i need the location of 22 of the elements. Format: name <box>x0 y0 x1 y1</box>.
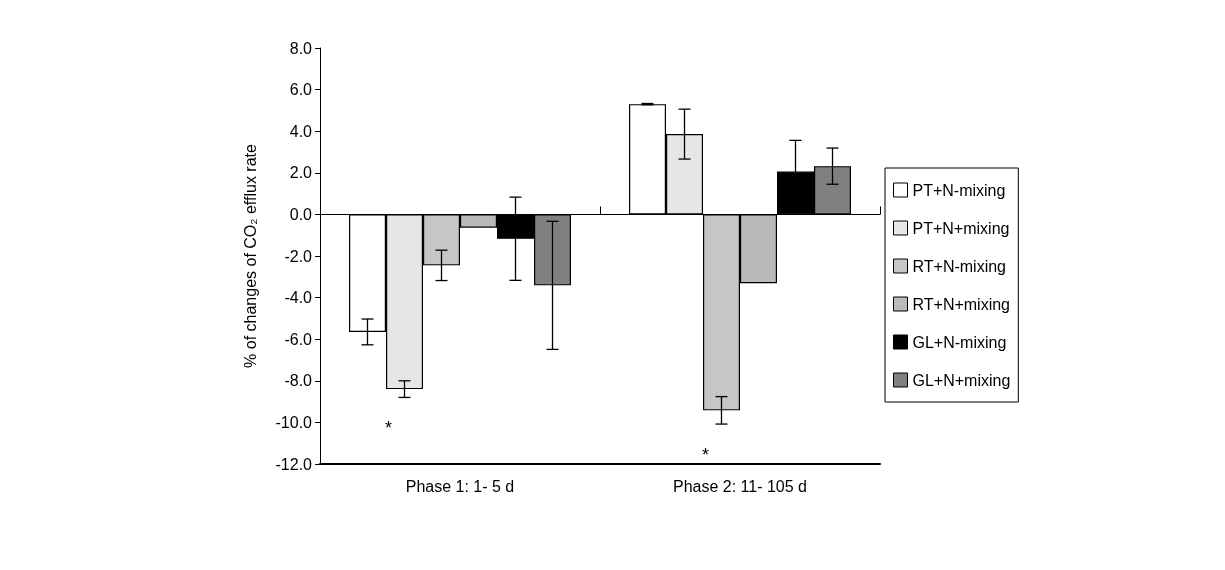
legend-label: PT+N+mixing <box>912 219 1010 237</box>
y-tick-label: 2.0 <box>289 164 313 182</box>
annotation: * <box>384 418 393 439</box>
legend-label: RT+N-mixing <box>912 257 1006 275</box>
legend-label: PT+N-mixing <box>912 181 1006 199</box>
legend-label: RT+N+mixing <box>912 295 1011 313</box>
legend-label: GL+N+mixing <box>912 371 1011 389</box>
y-tick-label: -12.0 <box>275 455 313 473</box>
y-axis-title: % of changes of CO₂ efflux rate <box>241 143 259 368</box>
y-tick-label: -4.0 <box>284 289 313 307</box>
legend-label: GL+N-mixing <box>912 333 1007 351</box>
y-tick-label: -8.0 <box>284 372 313 390</box>
y-tick-label: -6.0 <box>284 330 313 348</box>
y-tick-label: -10.0 <box>275 413 313 431</box>
y-tick-label: 6.0 <box>289 81 313 99</box>
y-tick-label: 4.0 <box>289 122 313 140</box>
y-tick-label: -2.0 <box>284 247 313 265</box>
x-tick-label: Phase 1: 1- 5 d <box>405 477 515 495</box>
y-tick-label: 8.0 <box>289 39 313 57</box>
x-tick-label: Phase 2: 11- 105 d <box>672 477 808 495</box>
y-tick-label: 0.0 <box>289 205 313 223</box>
annotation: * <box>701 445 710 466</box>
